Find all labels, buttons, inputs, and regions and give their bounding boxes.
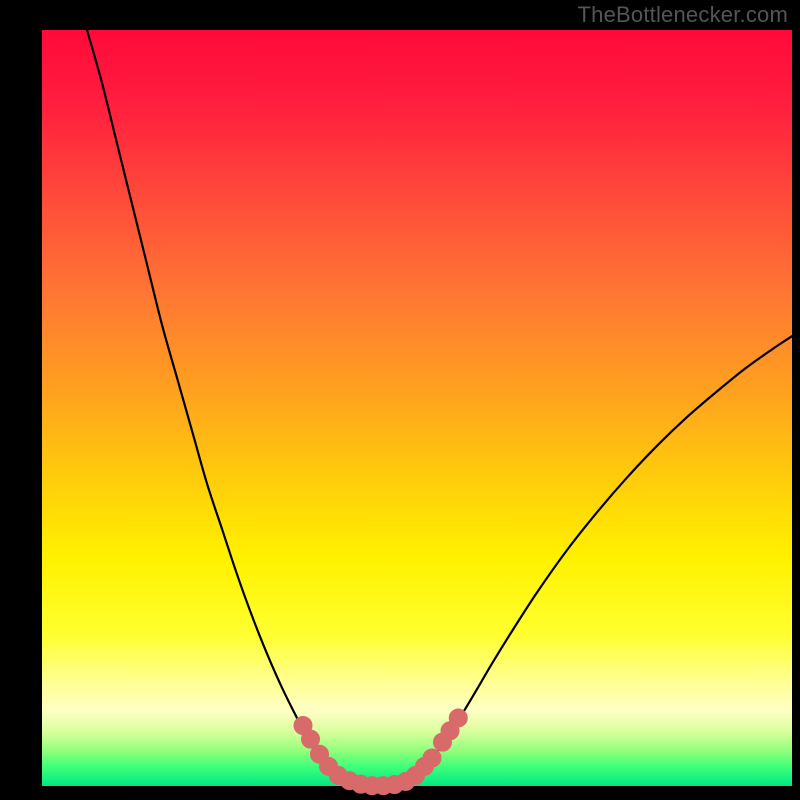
plot-background	[42, 30, 792, 786]
bottleneck-chart	[0, 0, 800, 800]
curve-marker	[449, 709, 467, 727]
chart-container: TheBottlenecker.com	[0, 0, 800, 800]
curve-marker	[423, 749, 441, 767]
